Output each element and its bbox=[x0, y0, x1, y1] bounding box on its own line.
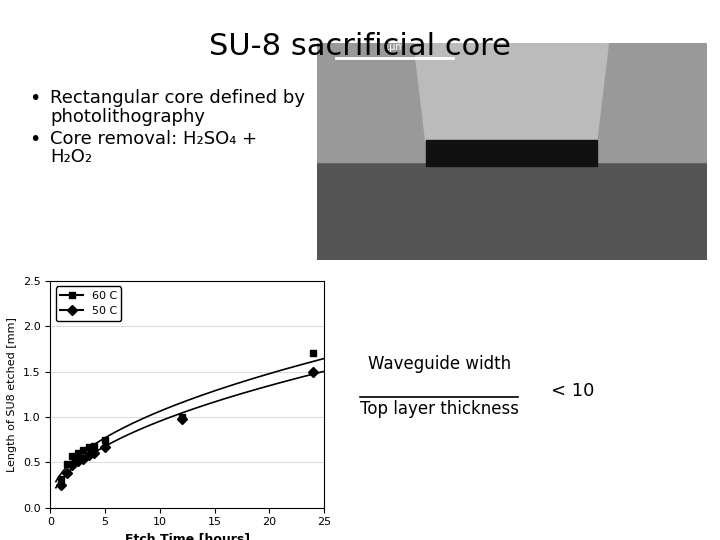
Legend: 60 C, 50 C: 60 C, 50 C bbox=[56, 286, 121, 321]
Text: Rectangular core defined by: Rectangular core defined by bbox=[50, 89, 305, 107]
Text: Waveguide width: Waveguide width bbox=[368, 355, 510, 373]
Text: •: • bbox=[29, 130, 40, 148]
Text: Top layer thickness: Top layer thickness bbox=[360, 400, 518, 417]
Text: SU-8 sacrificial core: SU-8 sacrificial core bbox=[209, 32, 511, 62]
Text: •: • bbox=[29, 89, 40, 108]
Y-axis label: Length of SU8 etched [mm]: Length of SU8 etched [mm] bbox=[7, 317, 17, 471]
X-axis label: Etch Time [hours]: Etch Time [hours] bbox=[125, 533, 250, 540]
Text: H₂O₂: H₂O₂ bbox=[50, 148, 93, 166]
Polygon shape bbox=[414, 43, 608, 140]
Text: < 10: < 10 bbox=[551, 382, 594, 401]
Polygon shape bbox=[426, 140, 597, 166]
Text: 1μm: 1μm bbox=[384, 42, 405, 52]
Text: Core removal: H₂SO₄ +: Core removal: H₂SO₄ + bbox=[50, 130, 258, 147]
Text: photolithography: photolithography bbox=[50, 108, 205, 126]
